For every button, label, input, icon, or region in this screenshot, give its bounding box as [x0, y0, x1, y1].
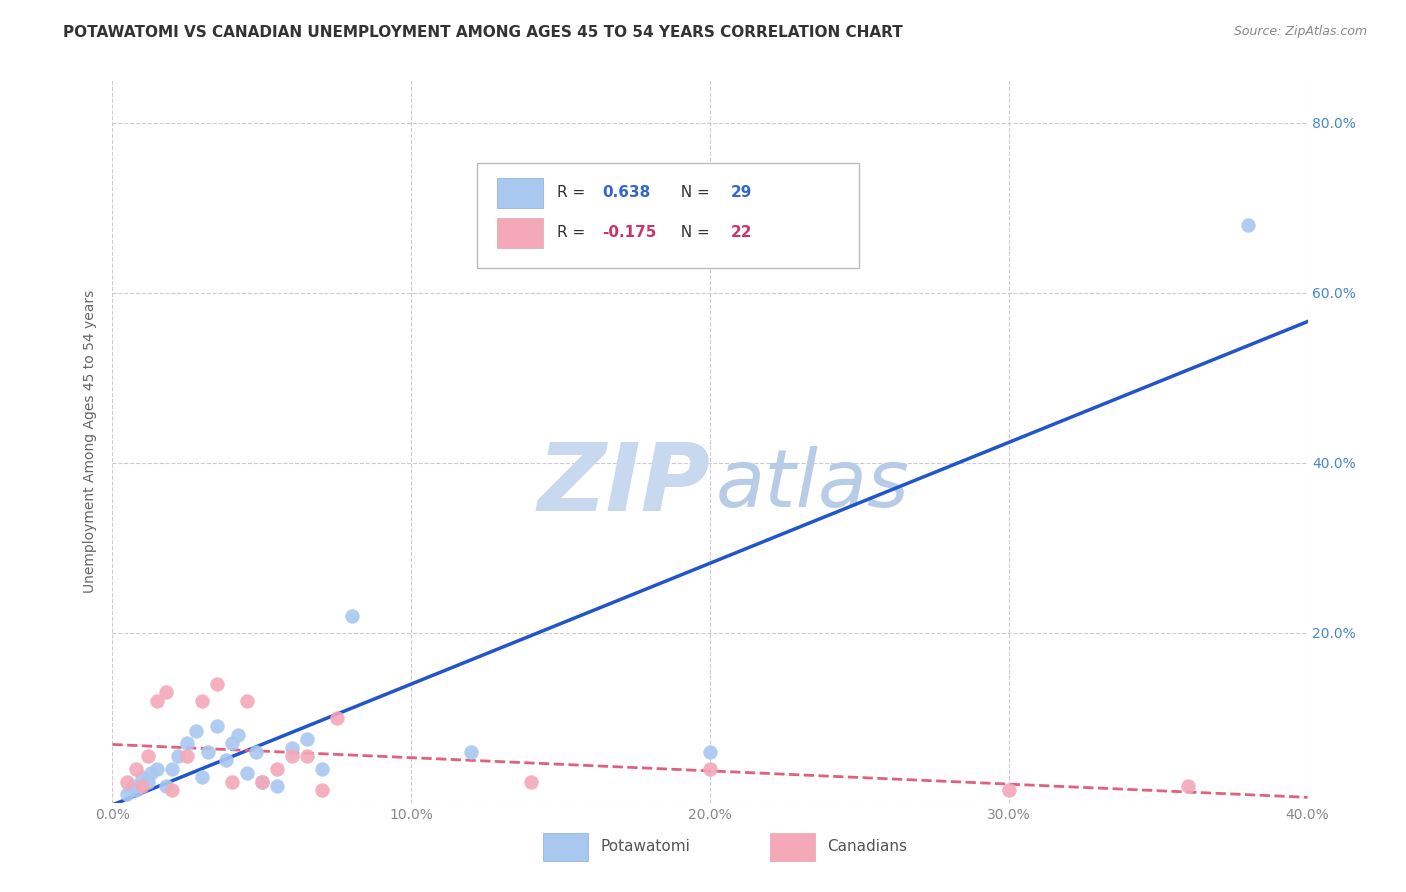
FancyBboxPatch shape	[498, 178, 543, 208]
Point	[295, 749, 318, 764]
Y-axis label: Unemployment Among Ages 45 to 54 years: Unemployment Among Ages 45 to 54 years	[83, 290, 97, 593]
Text: R =: R =	[557, 226, 591, 240]
Point	[191, 770, 214, 784]
Point	[1237, 218, 1260, 232]
Point	[295, 732, 318, 747]
Point	[162, 762, 183, 776]
Text: 22: 22	[730, 226, 752, 240]
Point	[162, 783, 183, 797]
Text: N =: N =	[671, 186, 714, 201]
FancyBboxPatch shape	[770, 833, 815, 861]
Point	[155, 685, 177, 699]
Point	[191, 694, 214, 708]
Point	[1177, 779, 1199, 793]
Point	[236, 766, 259, 780]
Text: atlas: atlas	[716, 446, 910, 524]
Point	[311, 762, 333, 776]
Point	[520, 774, 543, 789]
Point	[117, 774, 139, 789]
Point	[281, 740, 304, 755]
Point	[205, 677, 228, 691]
Text: Canadians: Canadians	[827, 839, 907, 855]
Point	[176, 736, 198, 750]
Point	[699, 745, 721, 759]
Point	[226, 728, 249, 742]
Point	[250, 774, 273, 789]
Point	[460, 745, 482, 759]
Point	[197, 745, 219, 759]
Text: ZIP: ZIP	[537, 439, 710, 531]
Point	[325, 711, 347, 725]
Point	[266, 779, 288, 793]
FancyBboxPatch shape	[543, 833, 588, 861]
Point	[250, 774, 273, 789]
Point	[125, 783, 148, 797]
Text: POTAWATOMI VS CANADIAN UNEMPLOYMENT AMONG AGES 45 TO 54 YEARS CORRELATION CHART: POTAWATOMI VS CANADIAN UNEMPLOYMENT AMON…	[63, 25, 903, 40]
Point	[186, 723, 208, 738]
Point	[998, 783, 1021, 797]
Point	[215, 753, 238, 767]
Point	[131, 779, 153, 793]
Point	[117, 787, 139, 801]
Point	[141, 766, 163, 780]
Text: 29: 29	[730, 186, 752, 201]
FancyBboxPatch shape	[477, 163, 859, 268]
Point	[281, 749, 304, 764]
Point	[131, 770, 153, 784]
Text: 0.638: 0.638	[603, 186, 651, 201]
Point	[205, 719, 228, 733]
Point	[340, 608, 363, 623]
Point	[266, 762, 288, 776]
Text: -0.175: -0.175	[603, 226, 657, 240]
Point	[146, 694, 169, 708]
Point	[221, 774, 243, 789]
Text: Potawatomi: Potawatomi	[600, 839, 690, 855]
Point	[138, 774, 160, 789]
Point	[155, 779, 177, 793]
Text: Source: ZipAtlas.com: Source: ZipAtlas.com	[1233, 25, 1367, 38]
Point	[122, 779, 145, 793]
Point	[311, 783, 333, 797]
FancyBboxPatch shape	[498, 218, 543, 248]
Text: R =: R =	[557, 186, 591, 201]
Point	[146, 762, 169, 776]
Point	[176, 749, 198, 764]
Point	[221, 736, 243, 750]
Text: N =: N =	[671, 226, 714, 240]
Point	[125, 762, 148, 776]
Point	[699, 762, 721, 776]
Point	[245, 745, 267, 759]
Point	[138, 749, 160, 764]
Point	[236, 694, 259, 708]
Point	[167, 749, 190, 764]
